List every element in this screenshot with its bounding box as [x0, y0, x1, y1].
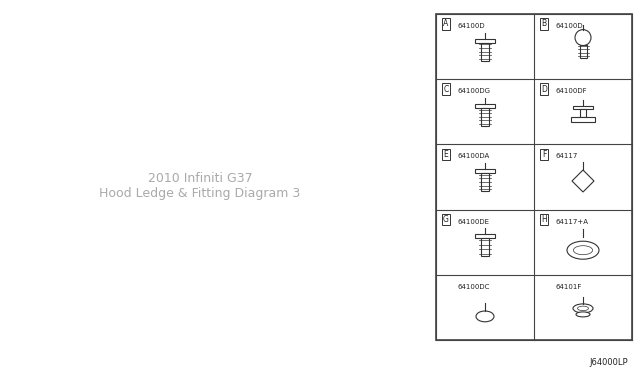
Text: J64000LP: J64000LP: [589, 358, 628, 367]
Ellipse shape: [576, 312, 590, 317]
Polygon shape: [475, 234, 495, 238]
Text: 64117: 64117: [556, 153, 579, 159]
Text: 2010 Infiniti G37
Hood Ledge & Fitting Diagram 3: 2010 Infiniti G37 Hood Ledge & Fitting D…: [99, 172, 301, 200]
Text: E: E: [444, 150, 449, 159]
Polygon shape: [579, 45, 586, 58]
Text: 64101F: 64101F: [556, 284, 582, 290]
Polygon shape: [572, 170, 594, 192]
Polygon shape: [481, 173, 489, 191]
Text: 64100DG: 64100DG: [458, 88, 491, 94]
Polygon shape: [475, 104, 495, 108]
Text: 64100D: 64100D: [556, 23, 584, 29]
Text: A: A: [444, 19, 449, 29]
Text: 64100DF: 64100DF: [556, 88, 588, 94]
Polygon shape: [573, 106, 593, 109]
Ellipse shape: [567, 241, 599, 259]
Text: G: G: [443, 215, 449, 224]
Bar: [436, 14, 632, 340]
Text: 64100DE: 64100DE: [458, 219, 490, 225]
Circle shape: [575, 30, 591, 46]
Polygon shape: [475, 169, 495, 173]
Ellipse shape: [573, 246, 593, 255]
Text: D: D: [541, 85, 547, 94]
Ellipse shape: [577, 306, 589, 311]
Polygon shape: [580, 109, 586, 117]
Ellipse shape: [573, 304, 593, 313]
Text: 64100D: 64100D: [458, 23, 486, 29]
Text: 64100DA: 64100DA: [458, 153, 490, 159]
Text: H: H: [541, 215, 547, 224]
Polygon shape: [475, 39, 495, 43]
Text: C: C: [444, 85, 449, 94]
Polygon shape: [481, 108, 489, 126]
Text: B: B: [541, 19, 547, 29]
Text: F: F: [542, 150, 546, 159]
Polygon shape: [571, 117, 595, 122]
Polygon shape: [481, 238, 489, 256]
Polygon shape: [481, 43, 489, 61]
Ellipse shape: [476, 311, 494, 322]
Text: 64117+A: 64117+A: [556, 219, 589, 225]
Text: 64100DC: 64100DC: [458, 284, 490, 290]
